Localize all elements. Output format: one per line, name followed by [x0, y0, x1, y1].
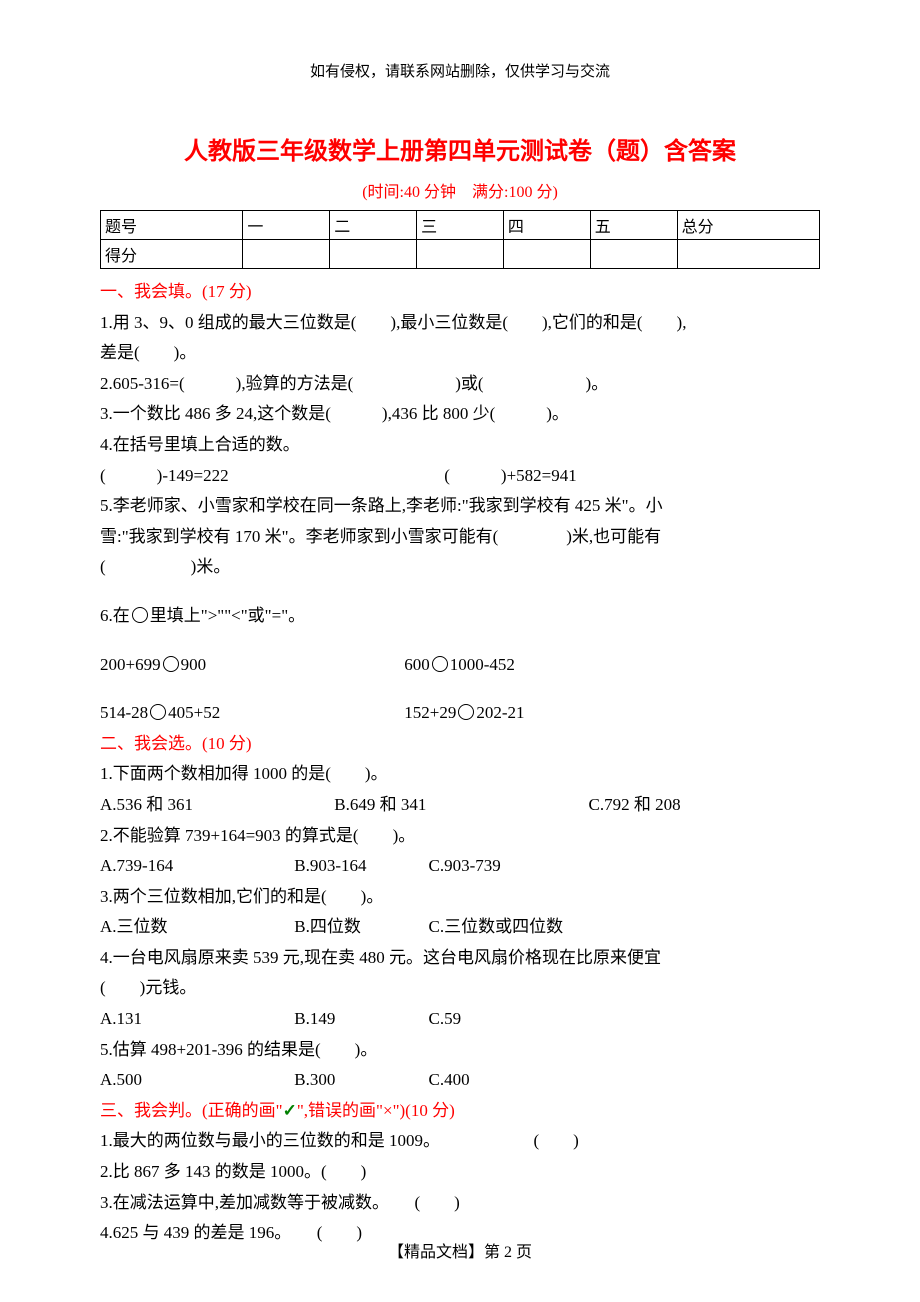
table-header-cell: 四 — [503, 211, 590, 240]
table-cell — [590, 240, 677, 269]
footer-post: 页 — [512, 1244, 532, 1261]
s2-q4-line2: ( )元钱。 — [100, 973, 820, 1004]
cmp2: 600 1000-452 — [404, 655, 515, 674]
s2-q5: 5.估算 498+201-396 的结果是( )。 — [100, 1035, 820, 1066]
s2-q2: 2.不能验算 739+164=903 的算式是( )。 — [100, 821, 820, 852]
s3-header-pre: 三、我会判。(正确的画" — [100, 1101, 283, 1120]
q6-prefix: 6.在 — [100, 606, 130, 625]
cmp1: 200+699 900 — [100, 650, 400, 681]
s2-q1-opts: A.536 和 361 B.649 和 341 C.792 和 208 — [100, 790, 820, 821]
s2-q1: 1.下面两个数相加得 1000 的是( )。 — [100, 759, 820, 790]
q2: 2.605-316=( ),验算的方法是( )或( )。 — [100, 369, 820, 400]
q4-line2: ( )-149=222 ( )+582=941 — [100, 461, 820, 492]
s2-q4-opts: A.131 B.149 C.59 — [100, 1004, 820, 1035]
cmp4: 152+29 202-21 — [404, 703, 524, 722]
main-title: 人教版三年级数学上册第四单元测试卷（题）含答案 — [100, 131, 820, 166]
opt-b: B.903-164 — [294, 851, 424, 882]
circle-icon — [163, 656, 179, 672]
cmp4-left: 152+29 — [404, 703, 456, 722]
subtitle: (时间:40 分钟 满分:100 分) — [100, 178, 820, 202]
table-header-cell: 五 — [590, 211, 677, 240]
q5-line2: 雪:"我家到学校有 170 米"。李老师家到小雪家可能有( )米,也可能有 — [100, 522, 820, 553]
q4-line1: 4.在括号里填上合适的数。 — [100, 430, 820, 461]
footer-page-number: 2 — [504, 1244, 512, 1261]
opt-c: C.792 和 208 — [589, 790, 681, 821]
cmp3-left: 514-28 — [100, 703, 148, 722]
opt-a: A.739-164 — [100, 851, 290, 882]
q6-suffix: 里填上">""<"或"="。 — [150, 606, 305, 625]
table-cell: 得分 — [101, 240, 243, 269]
s3-q1: 1.最大的两位数与最小的三位数的和是 1009。 ( ) — [100, 1126, 820, 1157]
opt-b: B.149 — [294, 1004, 424, 1035]
top-disclaimer: 如有侵权，请联系网站删除，仅供学习与交流 — [100, 60, 820, 81]
q3: 3.一个数比 486 多 24,这个数是( ),436 比 800 少( )。 — [100, 399, 820, 430]
footer-pre: 【精品文档】第 — [388, 1244, 504, 1261]
opt-b: B.四位数 — [294, 912, 424, 943]
opt-c: C.903-739 — [429, 856, 501, 875]
content-body: 一、我会填。(17 分) 1.用 3、9、0 组成的最大三位数是( ),最小三位… — [100, 277, 820, 1249]
eq2: ( )+582=941 — [444, 466, 577, 485]
cmp3: 514-28 405+52 — [100, 698, 400, 729]
opt-a: A.536 和 361 — [100, 790, 330, 821]
check-icon: ✓ — [283, 1101, 297, 1120]
opt-a: A.131 — [100, 1004, 290, 1035]
page-root: 如有侵权，请联系网站删除，仅供学习与交流 人教版三年级数学上册第四单元测试卷（题… — [0, 0, 920, 1302]
cmp2-right: 1000-452 — [450, 655, 515, 674]
table-header-cell: 一 — [243, 211, 330, 240]
opt-a: A.三位数 — [100, 912, 290, 943]
circle-icon — [458, 704, 474, 720]
table-row: 题号 一 二 三 四 五 总分 — [101, 211, 820, 240]
circle-icon — [432, 656, 448, 672]
s2-q4-line1: 4.一台电风扇原来卖 539 元,现在卖 480 元。这台电风扇价格现在比原来便… — [100, 943, 820, 974]
cmp4-right: 202-21 — [476, 703, 524, 722]
circle-icon — [150, 704, 166, 720]
eq1: ( )-149=222 — [100, 461, 440, 492]
s2-q2-opts: A.739-164 B.903-164 C.903-739 — [100, 851, 820, 882]
table-header-cell: 二 — [330, 211, 417, 240]
s3-q2: 2.比 867 多 143 的数是 1000。( ) — [100, 1157, 820, 1188]
circle-icon — [132, 607, 148, 623]
table-header-cell: 题号 — [101, 211, 243, 240]
q6: 6.在 里填上">""<"或"="。 — [100, 601, 820, 632]
table-cell — [503, 240, 590, 269]
score-table: 题号 一 二 三 四 五 总分 得分 — [100, 210, 820, 269]
page-footer: 【精品文档】第 2 页 — [0, 1238, 920, 1262]
cmp3-right: 405+52 — [168, 703, 220, 722]
s3-q3: 3.在减法运算中,差加减数等于被减数。 ( ) — [100, 1188, 820, 1219]
compare-row1: 200+699 900 600 1000-452 — [100, 650, 820, 681]
compare-row2: 514-28 405+52 152+29 202-21 — [100, 698, 820, 729]
opt-a: A.500 — [100, 1065, 290, 1096]
s2-q5-opts: A.500 B.300 C.400 — [100, 1065, 820, 1096]
table-header-cell: 三 — [417, 211, 504, 240]
section1-header: 一、我会填。(17 分) — [100, 277, 820, 308]
opt-c: C.三位数或四位数 — [429, 917, 564, 936]
s3-header-post: ",错误的画"×")(10 分) — [297, 1101, 455, 1120]
q1-line1: 1.用 3、9、0 组成的最大三位数是( ),最小三位数是( ),它们的和是( … — [100, 308, 820, 339]
table-cell — [417, 240, 504, 269]
table-row: 得分 — [101, 240, 820, 269]
opt-c: C.59 — [429, 1009, 462, 1028]
section3-header: 三、我会判。(正确的画"✓",错误的画"×")(10 分) — [100, 1096, 820, 1127]
s2-q3: 3.两个三位数相加,它们的和是( )。 — [100, 882, 820, 913]
opt-c: C.400 — [429, 1070, 470, 1089]
opt-b: B.649 和 341 — [334, 790, 584, 821]
q5-line3: ( )米。 — [100, 552, 820, 583]
q5-line1: 5.李老师家、小雪家和学校在同一条路上,李老师:"我家到学校有 425 米"。小 — [100, 491, 820, 522]
q1-line2: 差是( )。 — [100, 338, 820, 369]
table-cell — [677, 240, 819, 269]
cmp2-left: 600 — [404, 655, 430, 674]
s2-q3-opts: A.三位数 B.四位数 C.三位数或四位数 — [100, 912, 820, 943]
cmp1-right: 900 — [181, 655, 207, 674]
table-header-cell: 总分 — [677, 211, 819, 240]
table-cell — [330, 240, 417, 269]
cmp1-left: 200+699 — [100, 655, 161, 674]
opt-b: B.300 — [294, 1065, 424, 1096]
section2-header: 二、我会选。(10 分) — [100, 729, 820, 760]
table-cell — [243, 240, 330, 269]
